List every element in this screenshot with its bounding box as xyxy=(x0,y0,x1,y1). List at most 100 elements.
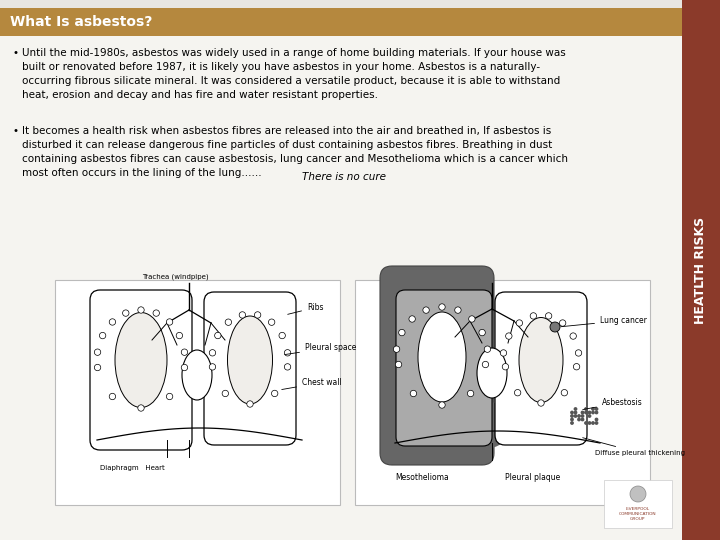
Ellipse shape xyxy=(182,350,212,400)
Ellipse shape xyxy=(477,348,507,398)
Text: Chest wall: Chest wall xyxy=(282,378,342,389)
Circle shape xyxy=(561,389,567,396)
Text: •: • xyxy=(12,48,18,58)
FancyBboxPatch shape xyxy=(495,292,587,445)
Circle shape xyxy=(592,411,594,414)
Circle shape xyxy=(181,364,188,370)
Bar xyxy=(0,0,682,8)
Text: Diffuse pleural thickening: Diffuse pleural thickening xyxy=(582,438,685,456)
Circle shape xyxy=(571,418,573,421)
Circle shape xyxy=(247,401,253,407)
FancyBboxPatch shape xyxy=(396,290,492,446)
Circle shape xyxy=(514,389,521,396)
FancyBboxPatch shape xyxy=(204,292,296,445)
Circle shape xyxy=(575,411,577,414)
Circle shape xyxy=(284,363,291,370)
Circle shape xyxy=(109,393,116,400)
Text: Trachea (windpipe): Trachea (windpipe) xyxy=(142,273,209,280)
Circle shape xyxy=(585,411,588,414)
Circle shape xyxy=(581,411,584,414)
Circle shape xyxy=(595,418,598,421)
Circle shape xyxy=(438,402,445,408)
Text: •: • xyxy=(12,126,18,136)
Circle shape xyxy=(546,313,552,319)
Circle shape xyxy=(153,310,159,316)
Circle shape xyxy=(393,346,400,353)
Circle shape xyxy=(588,422,590,424)
Circle shape xyxy=(503,363,508,370)
Circle shape xyxy=(595,408,598,410)
Ellipse shape xyxy=(519,318,563,402)
Circle shape xyxy=(166,393,173,400)
Circle shape xyxy=(592,422,594,424)
Circle shape xyxy=(571,411,573,414)
Circle shape xyxy=(588,411,590,414)
Circle shape xyxy=(570,333,577,339)
Circle shape xyxy=(630,486,646,502)
Bar xyxy=(0,8,682,36)
Circle shape xyxy=(595,411,598,414)
Bar xyxy=(355,280,650,505)
Circle shape xyxy=(138,405,144,411)
Circle shape xyxy=(575,415,577,417)
Ellipse shape xyxy=(115,313,167,408)
Circle shape xyxy=(271,390,278,397)
Circle shape xyxy=(222,390,228,397)
Circle shape xyxy=(166,319,173,325)
Circle shape xyxy=(94,364,101,370)
Circle shape xyxy=(254,312,261,318)
Circle shape xyxy=(588,415,590,417)
Circle shape xyxy=(577,415,580,417)
Text: Mesothelioma: Mesothelioma xyxy=(395,473,449,482)
Circle shape xyxy=(99,332,106,339)
Text: What Is asbestos?: What Is asbestos? xyxy=(10,15,153,29)
Circle shape xyxy=(571,422,573,424)
Circle shape xyxy=(559,320,566,326)
Circle shape xyxy=(550,322,560,332)
Circle shape xyxy=(409,316,415,322)
Circle shape xyxy=(575,350,582,356)
Circle shape xyxy=(122,310,129,316)
Ellipse shape xyxy=(418,312,466,402)
Ellipse shape xyxy=(415,397,515,453)
Text: Lung cancer: Lung cancer xyxy=(561,316,647,327)
Text: Ribs: Ribs xyxy=(288,303,323,314)
Circle shape xyxy=(423,307,429,313)
Circle shape xyxy=(210,349,216,356)
Circle shape xyxy=(573,363,580,370)
Circle shape xyxy=(581,415,584,417)
Circle shape xyxy=(482,361,489,368)
Circle shape xyxy=(455,307,461,313)
Circle shape xyxy=(438,304,445,310)
Circle shape xyxy=(225,319,232,326)
Circle shape xyxy=(592,408,594,410)
Circle shape xyxy=(575,408,577,410)
Circle shape xyxy=(138,307,144,313)
Circle shape xyxy=(505,333,512,339)
Text: Pleural plaque: Pleural plaque xyxy=(505,473,560,482)
Circle shape xyxy=(581,418,584,421)
Circle shape xyxy=(94,349,101,355)
Circle shape xyxy=(516,320,523,326)
Circle shape xyxy=(176,332,183,339)
FancyBboxPatch shape xyxy=(90,290,192,450)
Circle shape xyxy=(571,415,573,417)
Circle shape xyxy=(410,390,417,397)
Circle shape xyxy=(479,329,485,336)
Circle shape xyxy=(538,400,544,406)
Circle shape xyxy=(181,349,188,355)
FancyBboxPatch shape xyxy=(380,266,494,465)
Bar xyxy=(604,480,672,528)
Text: There is no cure: There is no cure xyxy=(302,172,386,182)
Circle shape xyxy=(109,319,116,325)
Text: Asbestosis: Asbestosis xyxy=(582,398,643,409)
Circle shape xyxy=(239,312,246,318)
Circle shape xyxy=(530,313,536,319)
Text: Diaphragm   Heart: Diaphragm Heart xyxy=(100,465,165,471)
Circle shape xyxy=(469,316,475,322)
Circle shape xyxy=(500,350,507,356)
Circle shape xyxy=(269,319,275,326)
Circle shape xyxy=(215,332,221,339)
Bar xyxy=(682,0,720,540)
Circle shape xyxy=(399,329,405,336)
